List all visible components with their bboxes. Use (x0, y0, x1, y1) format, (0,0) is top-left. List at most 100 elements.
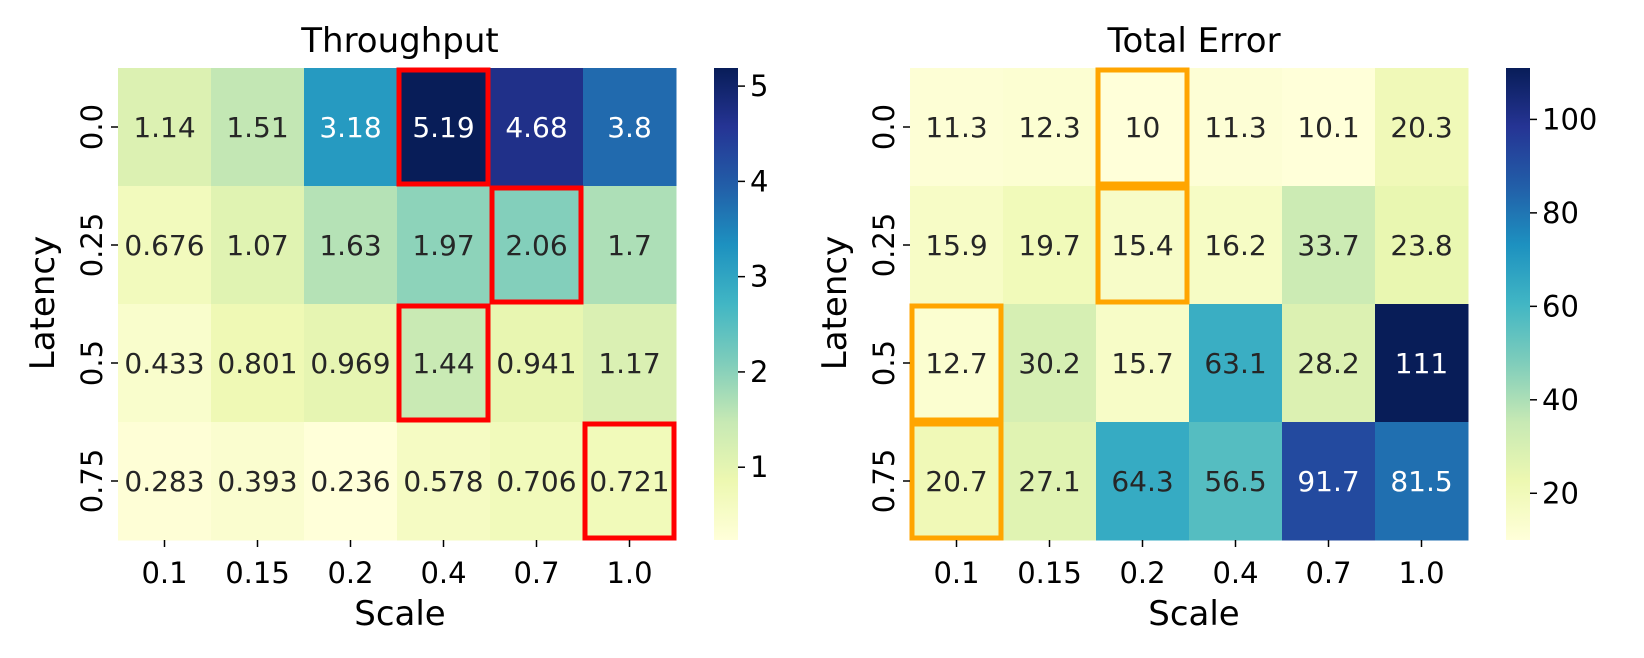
heatmap-cell (1282, 186, 1376, 305)
cell-value-label: 5.19 (412, 111, 474, 144)
cell-value-label: 4.68 (505, 111, 567, 144)
heatmap-cell (304, 304, 398, 423)
heatmap-cell (118, 68, 212, 187)
heatmap-cell (1282, 68, 1376, 187)
x-tick-label: 0.1 (933, 556, 979, 590)
heatmap-cell (490, 304, 584, 423)
colorbar-tick-label: 40 (1542, 383, 1579, 417)
cell-value-label: 27.1 (1018, 465, 1080, 498)
cell-value-label: 28.2 (1297, 347, 1359, 380)
highlight-box (909, 421, 1004, 541)
cell-value-label: 23.8 (1390, 229, 1452, 262)
heatmap-cell (910, 304, 1004, 423)
heatmap-panel-total-error: Total Error 11.3 12.3 10 11.3 10.1 20.3 15.9 19… (815, 21, 1597, 634)
cell-value-label: 0.801 (217, 347, 297, 380)
heatmap-cell (1375, 422, 1469, 541)
cell-value-label: 12.7 (925, 347, 987, 380)
cell-value-label: 1.17 (598, 347, 660, 380)
cell-value-label: 10.1 (1297, 111, 1359, 144)
heatmap-cell (1189, 422, 1283, 541)
cell-value-label: 63.1 (1204, 347, 1266, 380)
y-axis-label: Latency (23, 236, 63, 370)
highlight-box (396, 303, 491, 423)
cell-value-label: 15.9 (925, 229, 987, 262)
heatmap-cell (583, 422, 677, 541)
heatmap-cell (397, 68, 491, 187)
x-tick-labels: 0.1 0.15 0.2 0.4 0.7 1.0 (933, 540, 1445, 590)
cell-value-label: 33.7 (1297, 229, 1359, 262)
colorbar-tick-label: 80 (1542, 196, 1579, 230)
cell-value-label: 11.3 (925, 111, 987, 144)
cell-value-label: 0.393 (217, 465, 297, 498)
heatmap-cell (1375, 304, 1469, 423)
colorbar (714, 68, 738, 540)
cell-value-label: 0.721 (589, 465, 669, 498)
heatmap-cell (1282, 304, 1376, 423)
heatmap-cell (211, 68, 305, 187)
heatmap-cell (304, 186, 398, 305)
highlight-boxes (396, 67, 677, 541)
heatmap-cell (1189, 186, 1283, 305)
heatmap-cell (1096, 422, 1190, 541)
heatmap-cell (304, 422, 398, 541)
cell-value-label: 10 (1125, 111, 1161, 144)
x-axis-label: Scale (354, 594, 445, 634)
y-axis-label: Latency (815, 236, 855, 370)
y-tick-label: 0.0 (75, 104, 109, 150)
x-tick-label: 0.2 (327, 556, 373, 590)
heatmap-cell (583, 304, 677, 423)
heatmap-cell (1096, 186, 1190, 305)
highlight-box (1095, 67, 1190, 187)
heatmap-cell (910, 68, 1004, 187)
heatmap-cell (490, 186, 584, 305)
heatmap-cell (211, 304, 305, 423)
colorbar-tick-label: 100 (1542, 102, 1597, 136)
cell-value-label: 1.7 (607, 229, 652, 262)
highlight-box (909, 303, 1004, 423)
heatmap-cell (1003, 68, 1097, 187)
cell-value-label: 2.06 (505, 229, 567, 262)
cell-value-label: 11.3 (1204, 111, 1266, 144)
cell-value-label: 1.07 (226, 229, 288, 262)
cell-value-label: 0.706 (496, 465, 576, 498)
heatmap-cell (583, 68, 677, 187)
highlight-boxes (909, 67, 1190, 541)
heatmap-cell (1375, 68, 1469, 187)
y-tick-label: 0.5 (867, 340, 901, 386)
cell-value-label: 30.2 (1018, 347, 1080, 380)
colorbar-tick-label: 2 (750, 355, 768, 389)
cell-value-label: 15.4 (1111, 229, 1173, 262)
cell-value-label: 1.97 (412, 229, 474, 262)
heatmap-cell (490, 422, 584, 541)
heatmap-cell (1282, 422, 1376, 541)
x-tick-label: 0.7 (513, 556, 559, 590)
colorbar-tick-label: 1 (750, 450, 768, 484)
cell-value-label: 20.7 (925, 465, 987, 498)
x-axis-label: Scale (1148, 594, 1239, 634)
x-tick-label: 0.2 (1119, 556, 1165, 590)
cell-value-label: 56.5 (1204, 465, 1266, 498)
x-tick-label: 0.4 (1212, 556, 1258, 590)
x-tick-labels: 0.1 0.15 0.2 0.4 0.7 1.0 (141, 540, 653, 590)
x-tick-label: 1.0 (1398, 556, 1444, 590)
chart-title: Throughput (300, 21, 499, 61)
heatmap-cell (1189, 68, 1283, 187)
y-tick-label: 0.25 (867, 213, 901, 278)
cell-value-label: 16.2 (1204, 229, 1266, 262)
colorbar-tick-label: 3 (750, 260, 768, 294)
heatmap-cell (211, 422, 305, 541)
heatmap-cells: 11.3 12.3 10 11.3 10.1 20.3 15.9 19.7 15.4 16.2 33… (910, 68, 1469, 541)
colorbar-ticks: 20 40 60 80 100 (1530, 102, 1597, 510)
colorbar-tick-label: 60 (1542, 289, 1579, 323)
x-tick-label: 0.1 (141, 556, 187, 590)
chart-title: Total Error (1106, 21, 1280, 61)
highlight-box (396, 67, 491, 187)
colorbar-ticks: 1 2 3 4 5 (738, 69, 768, 484)
cell-value-label: 12.3 (1018, 111, 1080, 144)
heatmap-cell (397, 186, 491, 305)
colorbar-tick-label: 20 (1542, 476, 1579, 510)
cell-value-label: 0.236 (310, 465, 390, 498)
heatmap-cell (304, 68, 398, 187)
cell-value-label: 64.3 (1111, 465, 1173, 498)
heatmap-cell (397, 422, 491, 541)
